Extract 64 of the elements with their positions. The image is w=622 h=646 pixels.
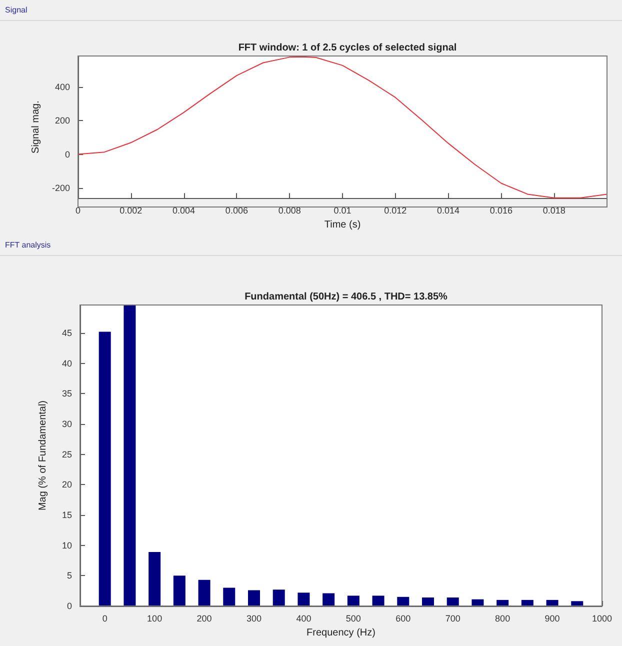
x-tick-label: 0.014 — [437, 206, 460, 216]
y-tick-label: 20 — [62, 480, 72, 490]
y-tick-label: 40 — [62, 358, 72, 368]
x-tick-label: 1000 — [592, 614, 612, 624]
x-tick-label: 0.004 — [172, 206, 196, 216]
bar — [298, 592, 310, 606]
x-tick-label: 0 — [75, 206, 81, 216]
x-tick-label: 100 — [147, 614, 162, 624]
text: FFT analysis — [5, 240, 51, 250]
x-tick-label: 600 — [396, 614, 411, 624]
y-tick-label: -200 — [52, 182, 70, 193]
bar — [446, 598, 459, 606]
y-tick-label: 0 — [66, 601, 72, 611]
x-tick-label: 0.016 — [490, 206, 512, 216]
y-tick-label: 200 — [54, 116, 70, 126]
x-tick-label: 200 — [196, 614, 212, 624]
y-tick-label: 0 — [64, 149, 70, 160]
bar — [148, 552, 161, 606]
y-tick-label: 5 — [66, 570, 72, 581]
bar — [223, 588, 236, 606]
bar — [173, 576, 186, 606]
x-tick-label: 0.018 — [542, 206, 566, 216]
x-tick-label: 0.008 — [278, 206, 301, 216]
bar — [272, 590, 285, 606]
bar — [496, 600, 509, 606]
bar — [546, 600, 558, 606]
y-axis-title: Mag (% of Fundamental) — [38, 400, 48, 511]
x-tick-label: 800 — [495, 614, 510, 624]
y-tick-label: 15 — [62, 510, 72, 520]
y-tick-label: 10 — [62, 540, 72, 550]
chart-title: Fundamental (50Hz) = 406.5 , THD= 13.85% — [244, 292, 448, 302]
y-tick-label: 25 — [62, 449, 72, 460]
bar — [397, 596, 410, 606]
bar — [322, 593, 335, 606]
y-tick-label: 400 — [54, 82, 70, 92]
y-axis-title: Signal mag. — [30, 100, 42, 154]
x-tick-label: 0.006 — [225, 206, 248, 216]
bar — [521, 600, 534, 606]
bar — [571, 601, 584, 606]
bar — [98, 332, 111, 606]
x-tick-label: 0.002 — [120, 206, 142, 216]
x-tick-label: 700 — [445, 614, 460, 624]
bar — [372, 596, 384, 606]
x-tick-label: 0.01 — [334, 206, 352, 216]
x-tick-label: 500 — [346, 614, 361, 624]
bar — [124, 305, 136, 606]
x-axis-title: Frequency (Hz) — [306, 627, 376, 638]
bar — [347, 596, 360, 606]
line-series — [78, 56, 608, 198]
y-tick-label: 35 — [62, 388, 72, 399]
bar — [198, 580, 210, 606]
text: Signal — [5, 6, 28, 14]
x-tick-label: 400 — [296, 614, 312, 624]
bar — [472, 599, 484, 606]
x-tick-label: 0 — [102, 614, 108, 624]
bar — [422, 598, 434, 606]
x-tick-label: 0.012 — [384, 206, 407, 216]
x-axis-title: Time (s) — [324, 220, 361, 230]
chart-title: FFT window: 1 of 2.5 cycles of selected signal — [238, 42, 457, 54]
x-tick-label: 300 — [246, 614, 262, 624]
bar — [248, 590, 260, 606]
y-tick-label: 45 — [62, 328, 72, 338]
y-tick-label: 30 — [62, 418, 72, 429]
x-tick-label: 900 — [544, 614, 560, 624]
